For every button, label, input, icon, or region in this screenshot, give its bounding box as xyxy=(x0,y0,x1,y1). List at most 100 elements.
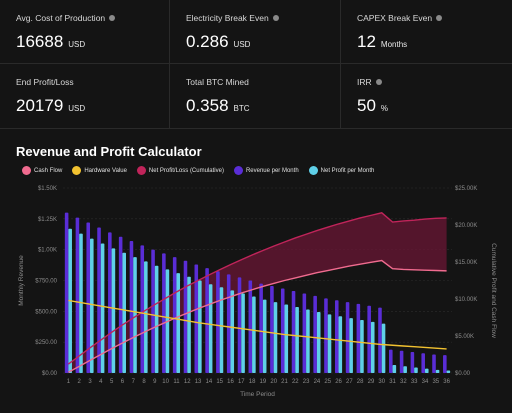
stat-label: IRR xyxy=(357,77,372,87)
revenue-bar xyxy=(443,355,447,373)
net-profit-cumulative-line xyxy=(67,212,447,365)
revenue-bar xyxy=(172,257,177,373)
revenue-bar xyxy=(291,290,296,373)
net-profit-bar xyxy=(208,284,213,373)
net-profit-bar xyxy=(219,287,224,373)
legend-label: Net Profit per Month xyxy=(320,167,375,174)
net-profit-bar xyxy=(176,273,181,373)
net-profit-bar xyxy=(446,370,451,373)
x-tick-label: 32 xyxy=(400,379,407,385)
revenue-bar xyxy=(129,241,134,373)
stat-label: CAPEX Break Even xyxy=(357,13,433,23)
chart-lines xyxy=(67,212,447,373)
net-profit-bar xyxy=(414,367,418,373)
info-icon[interactable] xyxy=(272,15,279,21)
revenue-bar xyxy=(64,212,69,373)
legend-swatch xyxy=(22,166,31,175)
calculator-title: Revenue and Profit Calculator xyxy=(16,144,202,159)
right-tick-label: $15.00K xyxy=(455,260,477,266)
x-tick-label: 9 xyxy=(153,379,157,385)
stat-label: Electricity Break Even xyxy=(186,13,269,23)
revenue-bar xyxy=(248,280,253,373)
revenue-bar xyxy=(86,222,91,373)
net-profit-bar xyxy=(295,307,299,373)
net-profit-bar xyxy=(381,323,386,373)
legend-item-net-profit-cumulative[interactable]: Net Profit/Loss (Cumulative) xyxy=(136,166,224,175)
revenue-bar xyxy=(270,286,274,373)
right-axis-ticks: $0.00 $5.00K $10.00K $15.00K $20.00K $25.00K xyxy=(455,186,477,377)
stat-unit: USD xyxy=(233,40,251,49)
net-profit-bar xyxy=(424,368,429,373)
stat-value: 0.358 xyxy=(186,96,229,115)
revenue-bar xyxy=(302,293,307,373)
revenue-bar xyxy=(280,288,285,373)
legend-label: Revenue per Month xyxy=(245,167,299,174)
left-tick-label: $250.00 xyxy=(35,340,57,346)
x-tick-label: 28 xyxy=(357,379,364,385)
net-profit-bar xyxy=(273,302,278,373)
revenue-bar xyxy=(334,300,339,373)
stat-unit: USD xyxy=(68,40,86,49)
x-tick-label: 19 xyxy=(260,379,267,385)
legend-item-net-profit-per-month[interactable]: Net Profit per Month xyxy=(308,166,375,175)
net-profit-bar xyxy=(252,296,256,373)
stat-unit: Months xyxy=(380,40,408,49)
net-profit-bar xyxy=(338,316,343,373)
x-tick-label: 8 xyxy=(142,379,146,385)
legend-item-cash-flow[interactable]: Cash Flow xyxy=(22,166,62,175)
revenue-bar xyxy=(75,217,80,373)
net-profit-bar xyxy=(392,364,397,373)
left-tick-label: $750.00 xyxy=(35,279,57,285)
net-profit-bar xyxy=(187,276,191,373)
x-axis-title: Time Period xyxy=(240,391,275,398)
hardware-value-line xyxy=(68,299,447,350)
net-profit-bar xyxy=(435,369,440,373)
legend-swatch xyxy=(233,166,243,175)
net-profit-bar xyxy=(122,252,126,373)
revenue-bar xyxy=(410,352,415,373)
net-profit-bar xyxy=(100,243,105,373)
stat-value: 16688 xyxy=(16,32,64,51)
x-tick-label: 1 xyxy=(67,379,71,385)
x-tick-label: 35 xyxy=(432,379,439,385)
x-tick-label: 29 xyxy=(368,379,375,385)
stat-label: Total BTC Mined xyxy=(186,77,249,87)
cash-flow-line xyxy=(68,259,447,373)
stat-avg-cost: Avg. Cost of Production 16688 USD xyxy=(0,0,170,64)
revenue-bar xyxy=(378,307,382,373)
info-icon[interactable] xyxy=(109,15,116,21)
legend-item-hardware-value[interactable]: Hardware Value xyxy=(72,166,127,175)
x-tick-label: 24 xyxy=(314,379,321,385)
revenue-bar xyxy=(151,249,155,373)
stat-electricity-break-even: Electricity Break Even 0.286 USD xyxy=(170,0,341,64)
x-tick-label: 4 xyxy=(99,379,103,385)
revenue-bar xyxy=(237,277,242,373)
x-tick-label: 22 xyxy=(292,379,299,385)
x-tick-label: 18 xyxy=(249,379,256,385)
x-tick-label: 7 xyxy=(132,379,136,385)
right-tick-label: $25.00K xyxy=(455,186,477,192)
revenue-bar xyxy=(183,260,188,373)
right-tick-label: $10.00K xyxy=(455,297,477,303)
x-axis-ticks: 1 2 3 4 5 6 7 8 9 10 11 12 13 14 15 16 17 18 19 20 21 22 23 24 2… xyxy=(67,379,451,385)
net-profit-bar xyxy=(284,304,289,373)
chart-legend: Cash Flow Hardware Value Net Profit/Loss… xyxy=(22,166,374,175)
revenue-bar xyxy=(216,271,220,373)
net-profit-bar xyxy=(241,293,245,373)
right-tick-label: $20.00K xyxy=(455,223,477,229)
revenue-bar xyxy=(432,354,436,373)
x-tick-label: 31 xyxy=(389,379,396,385)
info-icon[interactable] xyxy=(375,79,382,85)
revenue-bar xyxy=(108,232,112,373)
net-profit-bar xyxy=(230,290,235,373)
revenue-bar xyxy=(162,253,166,373)
legend-item-revenue-per-month[interactable]: Revenue per Month xyxy=(233,166,299,175)
legend-label: Net Profit/Loss (Cumulative) xyxy=(148,167,224,174)
stat-value: 0.286 xyxy=(186,32,229,51)
x-tick-label: 15 xyxy=(216,379,223,385)
stat-value: 12 xyxy=(357,32,376,51)
info-icon[interactable] xyxy=(436,15,443,21)
right-axis-title: Cumulative Profit and Cash Flow xyxy=(490,243,497,338)
left-tick-label: $0.00 xyxy=(42,371,58,377)
